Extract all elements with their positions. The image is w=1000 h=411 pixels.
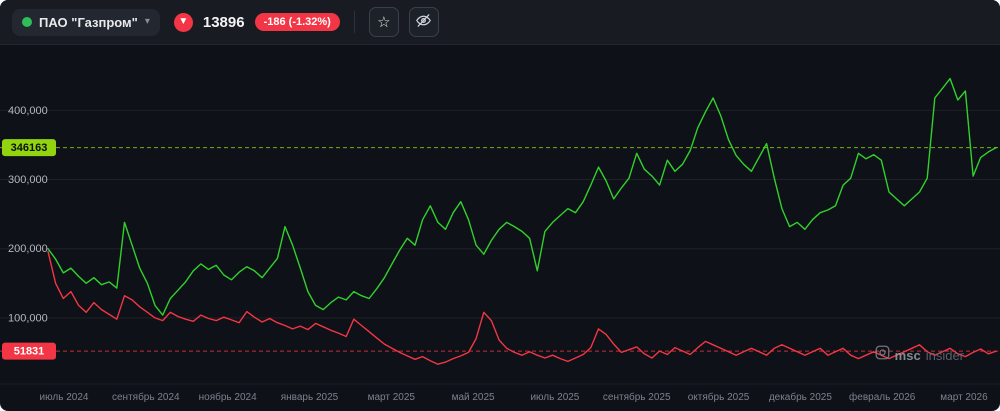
x-axis-label: сентябрь 2024 — [112, 391, 180, 403]
y-axis-label: 400,000 — [8, 105, 48, 117]
y-axis-label: 100,000 — [8, 312, 48, 324]
current-price: 13896 — [202, 13, 245, 31]
x-axis-label: январь 2025 — [281, 392, 339, 403]
series-green-line — [47, 77, 997, 316]
instrument-selector[interactable]: ПАО "Газпром" ▾ — [12, 8, 160, 36]
eye-off-icon — [415, 12, 432, 32]
hide-button[interactable] — [408, 7, 439, 37]
down-arrow-glyph: ▼ — [178, 16, 189, 27]
x-axis-label: март 2026 — [940, 392, 988, 403]
x-axis-label: март 2025 — [368, 392, 416, 403]
x-axis-label: февраль 2026 — [849, 391, 916, 403]
y-axis-label: 200,000 — [8, 243, 48, 255]
x-axis-label: октябрь 2025 — [688, 391, 750, 403]
star-icon: ☆ — [377, 13, 391, 31]
x-axis-label: июль 2025 — [530, 392, 579, 403]
price-down-icon: ▼ — [173, 12, 193, 32]
x-axis-label: ноябрь 2024 — [199, 391, 257, 403]
last-price-pill — [2, 342, 56, 360]
chart-area[interactable]: 100,000 200,000 300,000 400,000 июль 2024 сен… — [0, 45, 1000, 411]
last-price-pill — [2, 139, 56, 157]
last-price-pill-text: 51831 — [14, 346, 45, 358]
header-divider — [353, 11, 355, 33]
favorite-button[interactable]: ☆ — [368, 7, 399, 37]
instrument-name: ПАО "Газпром" — [39, 14, 138, 30]
x-axis-label: сентябрь 2025 — [603, 391, 671, 403]
y-axis-label: 300,000 — [8, 174, 48, 186]
last-price-pill-text: 346163 — [11, 142, 48, 154]
x-axis-label: декабрь 2025 — [769, 391, 833, 403]
series-red-line — [47, 250, 997, 365]
chevron-down-icon: ▾ — [144, 16, 150, 27]
price-change-badge: -186 (-1.32%) — [254, 13, 340, 31]
price-chart[interactable]: 100,000 200,000 300,000 400,000 июль 2024 сен… — [0, 45, 1000, 411]
x-axis-label: май 2025 — [452, 392, 495, 403]
instrument-status-dot — [22, 17, 32, 27]
header: ПАО "Газпром" ▾ ▼ 13896 -186 (-1.32%) ☆ — [0, 0, 1000, 45]
x-axis-label: июль 2024 — [40, 392, 89, 403]
